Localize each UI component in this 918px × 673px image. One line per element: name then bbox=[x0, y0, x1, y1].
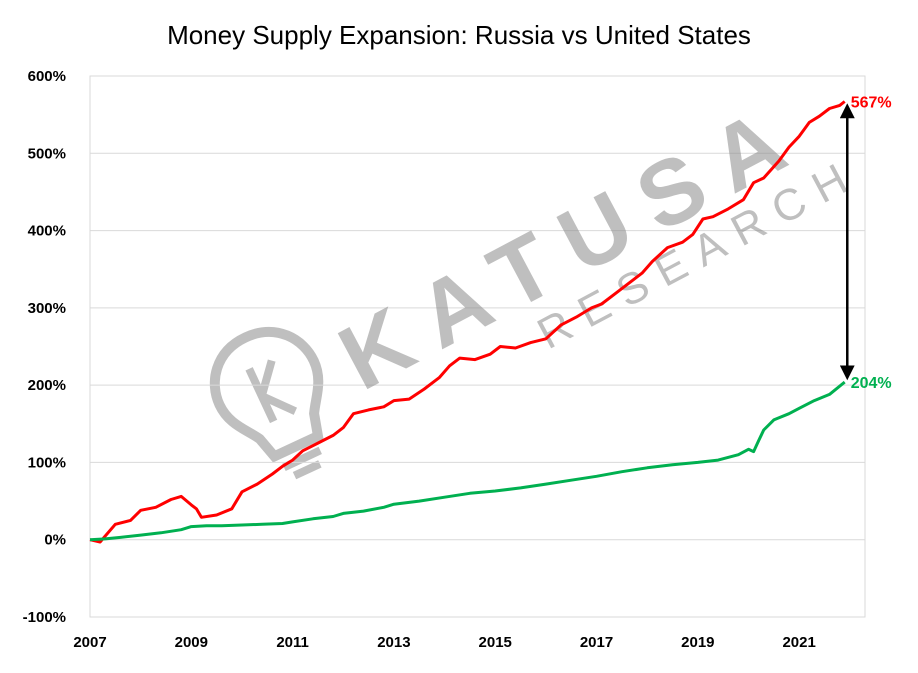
y-tick-label: 500% bbox=[28, 145, 66, 162]
x-tick-label: 2019 bbox=[681, 634, 714, 651]
label-layer: 567% 204% bbox=[851, 95, 892, 393]
watermark-logo bbox=[209, 327, 324, 480]
x-tick-label: 2009 bbox=[175, 634, 208, 651]
x-tick-label: 2017 bbox=[580, 634, 613, 651]
series-line-0 bbox=[89, 100, 846, 544]
series-end-label-1: 204% bbox=[851, 375, 892, 392]
grid-layer bbox=[89, 75, 866, 618]
x-tick-label: 2011 bbox=[276, 634, 309, 651]
y-tick-label: 300% bbox=[28, 300, 66, 317]
lightbulb-icon bbox=[209, 327, 324, 480]
y-tick-label: 200% bbox=[28, 377, 66, 394]
axis-layer: -100% 0% 100% 200% 300% 400% 500% 600% 2007 2009 2… bbox=[23, 68, 816, 651]
chart-title: Money Supply Expansion: Russia vs United… bbox=[167, 20, 751, 50]
y-tick-label: 600% bbox=[28, 68, 66, 85]
x-tick-label: 2015 bbox=[479, 634, 512, 651]
series-layer bbox=[89, 100, 846, 544]
plot-area-border bbox=[89, 75, 866, 618]
x-tick-label: 2013 bbox=[377, 634, 410, 651]
series-end-label-0: 567% bbox=[851, 95, 892, 112]
y-tick-label: -100% bbox=[23, 609, 66, 626]
x-tick-label: 2007 bbox=[73, 634, 106, 651]
y-tick-label: 400% bbox=[28, 223, 66, 240]
y-tick-label: 100% bbox=[28, 454, 66, 471]
x-tick-label: 2021 bbox=[782, 634, 815, 651]
series-line-1 bbox=[89, 380, 846, 542]
y-tick-label: 0% bbox=[44, 532, 66, 549]
